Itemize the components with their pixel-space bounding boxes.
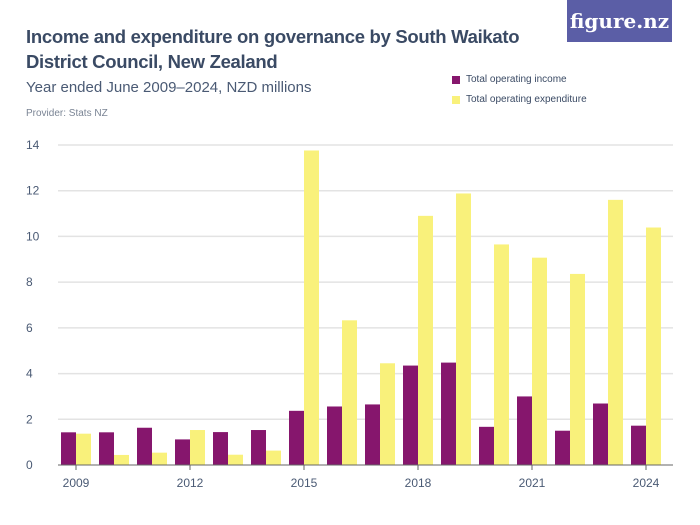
y-tick-label: 6	[26, 321, 33, 335]
bar-expenditure-2015	[304, 150, 319, 465]
legend-label: Total operating expenditure	[466, 94, 587, 105]
bar-income-2024	[631, 425, 646, 465]
legend-label: Total operating income	[466, 74, 567, 85]
x-tick-label: 2015	[291, 476, 318, 490]
bar-expenditure-2017	[380, 363, 395, 465]
legend-swatch	[452, 95, 460, 104]
bar-expenditure-2018	[418, 215, 433, 465]
bar-expenditure-2014	[266, 450, 281, 465]
bar-income-2023	[593, 403, 608, 465]
bar-income-2018	[403, 365, 418, 465]
bar-income-2013	[213, 432, 228, 465]
bar-expenditure-2016	[342, 320, 357, 465]
bar-income-2010	[99, 432, 114, 465]
bar-expenditure-2019	[456, 193, 471, 465]
x-tick-label: 2012	[177, 476, 204, 490]
x-tick-label: 2024	[633, 476, 660, 490]
bar-expenditure-2023	[608, 199, 623, 465]
bar-income-2022	[555, 430, 570, 465]
y-tick-label: 4	[26, 367, 33, 381]
bar-income-2021	[517, 396, 532, 465]
chart-title: Income and expenditure on governance by …	[26, 26, 520, 72]
bar-income-2014	[251, 430, 266, 465]
bar-expenditure-2010	[114, 454, 129, 465]
bar-expenditure-2012	[190, 430, 205, 465]
chart-subtitle: Year ended June 2009–2024, NZD millions	[26, 79, 312, 96]
y-tick-label: 12	[26, 184, 40, 198]
figure-nz-logo[interactable]: figure.nz	[567, 0, 672, 42]
legend-item-expenditure: Total operating expenditure	[452, 94, 587, 105]
x-tick-label: 2009	[63, 476, 90, 490]
bar-income-2016	[327, 406, 342, 465]
provider-label: Provider: Stats NZ	[26, 108, 108, 119]
bar-income-2015	[289, 410, 304, 465]
bar-expenditure-2021	[532, 257, 547, 465]
y-tick-label: 8	[26, 275, 33, 289]
bar-income-2020	[479, 426, 494, 465]
bar-expenditure-2024	[646, 227, 661, 465]
legend-item-income: Total operating income	[452, 74, 567, 85]
bar-income-2012	[175, 439, 190, 465]
bar-income-2017	[365, 404, 380, 465]
x-tick-label: 2018	[405, 476, 432, 490]
y-tick-label: 14	[26, 138, 40, 152]
y-tick-label: 2	[26, 412, 33, 426]
bar-expenditure-2013	[228, 454, 243, 465]
x-tick-label: 2021	[519, 476, 546, 490]
bar-expenditure-2020	[494, 244, 509, 465]
bar-expenditure-2009	[76, 433, 91, 465]
bar-income-2019	[441, 362, 456, 465]
legend-swatch	[452, 75, 460, 84]
y-tick-label: 10	[26, 229, 40, 243]
bar-income-2009	[61, 432, 76, 465]
bar-expenditure-2011	[152, 452, 167, 465]
bar-expenditure-2022	[570, 273, 585, 465]
bar-income-2011	[137, 427, 152, 465]
y-tick-label: 0	[26, 458, 33, 472]
